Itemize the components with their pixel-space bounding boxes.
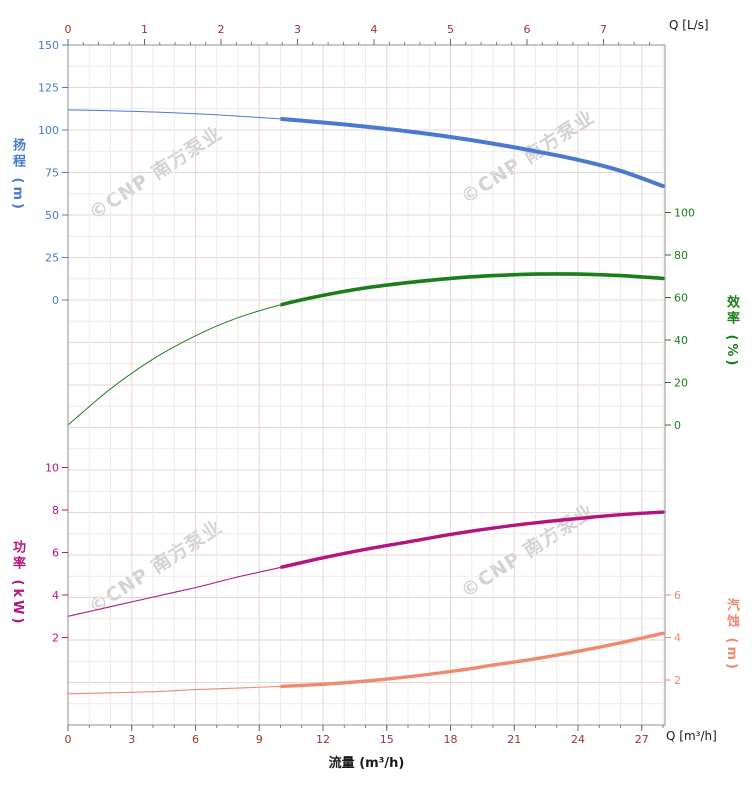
svg-text:12: 12 bbox=[316, 733, 330, 746]
svg-text:125: 125 bbox=[38, 82, 59, 95]
bottom-axis-unit-label: Q [m³/h] bbox=[666, 729, 717, 743]
svg-text:1: 1 bbox=[141, 23, 148, 36]
svg-text:100: 100 bbox=[674, 207, 695, 220]
svg-text:21: 21 bbox=[507, 733, 521, 746]
svg-text:6: 6 bbox=[192, 733, 199, 746]
svg-text:10: 10 bbox=[45, 462, 59, 475]
svg-text:25: 25 bbox=[45, 252, 59, 265]
npsh-curve bbox=[67, 631, 665, 695]
efficiency-curve bbox=[67, 272, 665, 426]
svg-text:60: 60 bbox=[674, 292, 688, 305]
svg-text:9: 9 bbox=[256, 733, 263, 746]
head-axis: 150 125 100 75 50 25 0 bbox=[38, 39, 68, 307]
svg-text:3: 3 bbox=[128, 733, 135, 746]
svg-text:6: 6 bbox=[674, 589, 681, 602]
svg-text:150: 150 bbox=[38, 39, 59, 52]
svg-text:18: 18 bbox=[444, 733, 458, 746]
svg-text:40: 40 bbox=[674, 334, 688, 347]
svg-text:50: 50 bbox=[45, 209, 59, 222]
plot-border bbox=[67, 44, 666, 726]
svg-text:2: 2 bbox=[218, 23, 225, 36]
svg-text:6: 6 bbox=[524, 23, 531, 36]
svg-text:0: 0 bbox=[65, 733, 72, 746]
svg-text:4: 4 bbox=[371, 23, 378, 36]
top-axis: 0 1 2 3 4 5 6 7 bbox=[65, 23, 650, 45]
svg-text:8: 8 bbox=[52, 504, 59, 517]
bottom-axis: 0 3 6 9 12 15 18 21 24 27 bbox=[65, 725, 664, 746]
svg-text:15: 15 bbox=[380, 733, 394, 746]
svg-text:0: 0 bbox=[65, 23, 72, 36]
svg-text:4: 4 bbox=[674, 632, 681, 645]
svg-text:20: 20 bbox=[674, 377, 688, 390]
svg-text:100: 100 bbox=[38, 124, 59, 137]
svg-text:2: 2 bbox=[674, 674, 681, 687]
power-curve bbox=[67, 510, 665, 617]
svg-text:24: 24 bbox=[571, 733, 585, 746]
svg-text:75: 75 bbox=[45, 167, 59, 180]
grid bbox=[68, 45, 665, 725]
svg-text:7: 7 bbox=[600, 23, 607, 36]
svg-text:27: 27 bbox=[635, 733, 649, 746]
efficiency-axis-title: 效率 (%) bbox=[724, 295, 739, 369]
svg-text:6: 6 bbox=[52, 547, 59, 560]
svg-text:80: 80 bbox=[674, 249, 688, 262]
npsh-axis: 6 4 2 bbox=[665, 589, 681, 687]
x-axis-title: 流量 (m³/h) bbox=[328, 756, 405, 771]
top-axis-unit-label: Q [L/s] bbox=[669, 18, 709, 32]
npsh-axis-title: 汽蚀 (m) bbox=[724, 598, 739, 672]
svg-text:3: 3 bbox=[294, 23, 301, 36]
svg-text:4: 4 bbox=[52, 589, 59, 602]
svg-text:0: 0 bbox=[52, 294, 59, 307]
power-axis: 10 8 6 4 2 bbox=[45, 462, 68, 645]
efficiency-axis: 100 80 60 40 20 0 bbox=[665, 207, 695, 432]
head-axis-title: 扬程 (m) bbox=[10, 138, 25, 212]
head-curve bbox=[67, 109, 665, 189]
svg-text:5: 5 bbox=[447, 23, 454, 36]
power-axis-title: 功率 (kW) bbox=[10, 540, 25, 627]
svg-text:2: 2 bbox=[52, 632, 59, 645]
svg-text:0: 0 bbox=[674, 419, 681, 432]
